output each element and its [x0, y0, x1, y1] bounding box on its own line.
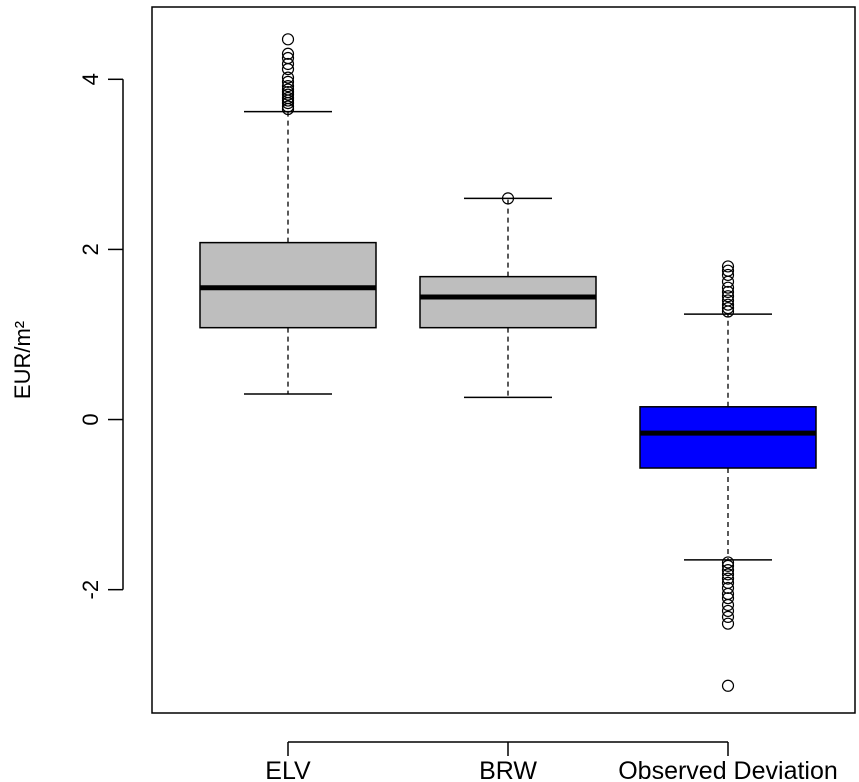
- y-axis: -2 0 2 4: [78, 73, 124, 600]
- outlier-point: [721, 264, 735, 277]
- outlier-point: [721, 617, 735, 630]
- outlier-point: [721, 302, 735, 315]
- x-tick-label: BRW: [479, 757, 537, 782]
- outlier-point: [501, 192, 515, 205]
- outlier-point: [721, 559, 735, 572]
- y-tick-label: 0: [78, 413, 103, 425]
- box-group: [639, 260, 817, 692]
- boxes: [199, 33, 817, 692]
- outlier-point: [281, 71, 295, 84]
- outlier-point: [281, 83, 295, 96]
- outlier-point: [281, 57, 295, 71]
- outlier-point: [721, 285, 735, 299]
- y-tick-label: 2: [78, 243, 103, 255]
- outlier-point: [721, 290, 735, 303]
- outlier-point: [721, 679, 735, 692]
- outlier-point: [281, 47, 295, 60]
- y-axis-label: EUR/m²: [10, 321, 35, 399]
- x-tick-label: ELV: [265, 757, 311, 782]
- outlier-point: [721, 581, 735, 595]
- outlier-point: [721, 572, 735, 585]
- outlier-point: [721, 281, 735, 294]
- outlier-point: [721, 260, 735, 273]
- x-axis: ELV BRW Observed Deviation: [265, 741, 838, 782]
- outlier-point: [721, 563, 735, 577]
- outlier-point: [721, 294, 735, 307]
- outlier-point: [721, 268, 735, 282]
- box: [639, 406, 817, 469]
- outlier-point: [281, 75, 295, 88]
- outlier-point: [721, 610, 735, 623]
- outlier-point: [721, 598, 735, 612]
- outlier-point: [281, 91, 295, 105]
- y-tick-label: -2: [78, 580, 103, 600]
- outlier-point: [281, 100, 295, 113]
- box-group: [199, 33, 377, 395]
- outlier-point: [281, 51, 295, 65]
- outlier-point: [721, 592, 735, 605]
- box-group: [419, 192, 597, 399]
- box: [199, 241, 377, 329]
- outlier-point: [721, 604, 735, 618]
- outlier-point: [721, 298, 735, 311]
- x-tick-label: Observed Deviation: [618, 757, 838, 782]
- outlier-point: [281, 33, 295, 46]
- outlier-point: [721, 556, 735, 569]
- y-tick-label: 4: [78, 73, 103, 85]
- outlier-point: [281, 80, 295, 93]
- box: [419, 275, 597, 329]
- plot-area-frame: [151, 6, 856, 714]
- outlier-point: [721, 568, 735, 581]
